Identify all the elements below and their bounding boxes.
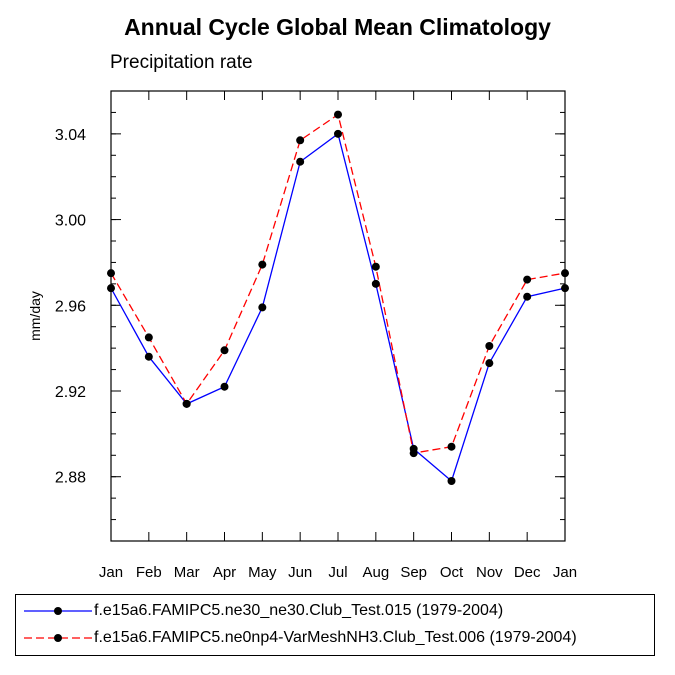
x-tick-label: Aug (362, 564, 389, 581)
series-2-point (296, 136, 305, 145)
x-tick-label: Jul (328, 564, 347, 581)
y-tick-label: 3.04 (55, 127, 86, 144)
x-tick-label: Jan (553, 564, 577, 581)
series-1-point (447, 477, 456, 485)
series-line-2 (110, 113, 566, 454)
x-tick-label: Apr (213, 564, 236, 581)
series-1-point (485, 359, 494, 368)
chart-subtitle: Precipitation rate (110, 52, 253, 73)
series-1-point (258, 303, 267, 312)
chart-title: Annual Cycle Global Mean Climatology (124, 14, 551, 40)
plot-frame (110, 90, 566, 542)
legend-label-series-2: f.e15a6.FAMIPC5.ne0np4-VarMeshNH3.Club_T… (94, 629, 577, 646)
x-tick-label: Jun (288, 564, 312, 581)
legend-item-series-1: f.e15a6.FAMIPC5.ne30_ne30.Club_Test.015 … (16, 598, 503, 624)
series-2-point (334, 110, 342, 119)
series-1-point (220, 382, 229, 391)
series-2-point (409, 449, 418, 458)
series-2-point (107, 269, 115, 278)
series-2-point (220, 346, 229, 355)
legend-swatch-series-2 (24, 634, 92, 642)
series-2-point (447, 442, 456, 451)
series-1-point (523, 292, 532, 301)
series-2-point (561, 269, 569, 278)
series-2-point (182, 399, 191, 408)
x-tick-label: May (248, 564, 277, 581)
legend-label-series-1: f.e15a6.FAMIPC5.ne30_ne30.Club_Test.015 … (94, 602, 504, 619)
series-1-point (371, 279, 380, 288)
legend: f.e15a6.FAMIPC5.ne30_ne30.Club_Test.015 … (15, 594, 655, 656)
y-tick-label: 2.88 (55, 470, 86, 487)
x-tick-label: Sep (400, 564, 427, 581)
y-tick-label: 3.00 (55, 213, 86, 230)
y-axis-label: mm/day (27, 291, 43, 341)
series-2-point (144, 333, 153, 342)
series-line-1 (110, 132, 566, 483)
legend-item-series-2: f.e15a6.FAMIPC5.ne0np4-VarMeshNH3.Club_T… (16, 625, 577, 651)
y-tick-label: 2.92 (55, 384, 86, 401)
series-1-point (107, 284, 115, 293)
series-1-point (296, 157, 305, 166)
y-tick-label: 2.96 (55, 298, 86, 315)
series-2-point (371, 262, 380, 271)
x-tick-label: Mar (174, 564, 200, 581)
x-tick-label: Dec (514, 564, 541, 581)
x-tick-label: Jan (99, 564, 123, 581)
series-1-point (561, 284, 569, 293)
series-2-point (258, 260, 267, 269)
series-1-point (144, 352, 153, 361)
series-1-point (334, 129, 342, 138)
x-tick-label: Feb (136, 564, 162, 581)
series-2-point (523, 275, 532, 284)
series-2-point (485, 342, 494, 350)
x-tick-label: Oct (440, 564, 464, 581)
x-tick-label: Nov (476, 564, 503, 581)
legend-swatch-series-1 (24, 607, 92, 615)
